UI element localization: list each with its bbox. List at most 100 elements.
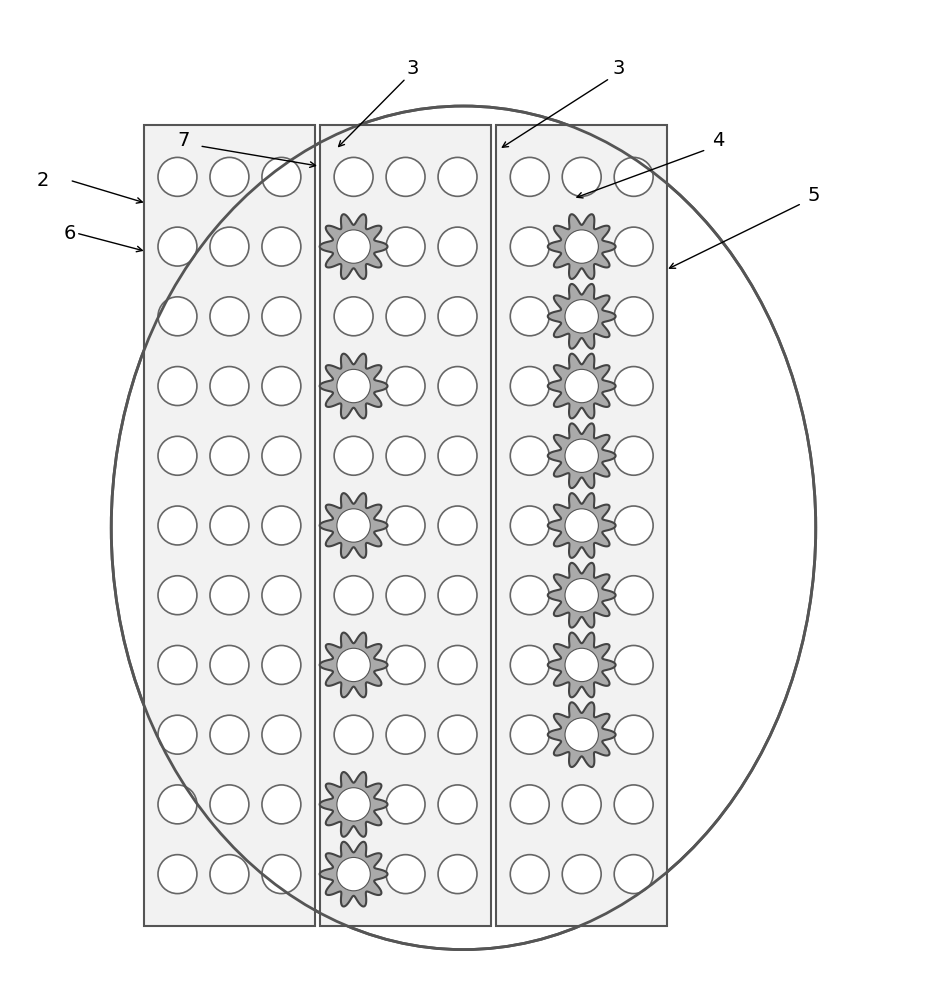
Polygon shape — [548, 702, 616, 767]
Circle shape — [615, 436, 654, 475]
Circle shape — [565, 579, 599, 612]
Circle shape — [210, 855, 248, 894]
Circle shape — [386, 785, 425, 824]
Circle shape — [615, 645, 654, 684]
Circle shape — [158, 157, 197, 196]
Circle shape — [262, 157, 301, 196]
Circle shape — [438, 297, 477, 336]
Circle shape — [510, 297, 549, 336]
Circle shape — [262, 715, 301, 754]
Circle shape — [262, 645, 301, 684]
Circle shape — [210, 157, 248, 196]
Circle shape — [158, 227, 197, 266]
Circle shape — [615, 367, 654, 406]
Circle shape — [158, 367, 197, 406]
Circle shape — [438, 715, 477, 754]
Circle shape — [210, 715, 248, 754]
Polygon shape — [548, 493, 616, 558]
Circle shape — [510, 506, 549, 545]
Bar — [320, 125, 491, 926]
Circle shape — [510, 715, 549, 754]
Circle shape — [438, 855, 477, 894]
Circle shape — [158, 645, 197, 684]
Circle shape — [510, 227, 549, 266]
Circle shape — [210, 227, 248, 266]
Circle shape — [158, 506, 197, 545]
Circle shape — [334, 715, 373, 754]
Circle shape — [337, 509, 370, 542]
Circle shape — [510, 785, 549, 824]
Circle shape — [615, 227, 654, 266]
Circle shape — [262, 297, 301, 336]
Circle shape — [438, 785, 477, 824]
Circle shape — [262, 227, 301, 266]
Circle shape — [565, 369, 599, 403]
Text: 3: 3 — [406, 59, 419, 78]
Circle shape — [158, 436, 197, 475]
Circle shape — [562, 785, 602, 824]
Polygon shape — [548, 423, 616, 488]
Circle shape — [210, 506, 248, 545]
Polygon shape — [548, 633, 616, 697]
Text: 3: 3 — [612, 59, 625, 78]
Circle shape — [334, 436, 373, 475]
Circle shape — [386, 576, 425, 615]
Circle shape — [210, 785, 248, 824]
Circle shape — [510, 645, 549, 684]
Circle shape — [262, 576, 301, 615]
Circle shape — [334, 297, 373, 336]
Circle shape — [158, 297, 197, 336]
Circle shape — [386, 855, 425, 894]
Circle shape — [158, 785, 197, 824]
Circle shape — [615, 855, 654, 894]
Circle shape — [510, 436, 549, 475]
Circle shape — [210, 576, 248, 615]
Circle shape — [334, 576, 373, 615]
Polygon shape — [320, 493, 387, 558]
Circle shape — [562, 855, 602, 894]
Circle shape — [615, 157, 654, 196]
Circle shape — [565, 648, 599, 682]
Circle shape — [615, 785, 654, 824]
Polygon shape — [548, 563, 616, 628]
Circle shape — [262, 785, 301, 824]
Circle shape — [337, 648, 370, 682]
Circle shape — [386, 645, 425, 684]
Circle shape — [615, 715, 654, 754]
Circle shape — [562, 157, 602, 196]
Circle shape — [615, 297, 654, 336]
Circle shape — [510, 157, 549, 196]
Circle shape — [565, 718, 599, 751]
Polygon shape — [548, 214, 616, 279]
Circle shape — [386, 297, 425, 336]
Circle shape — [438, 645, 477, 684]
Circle shape — [262, 855, 301, 894]
Circle shape — [158, 576, 197, 615]
Circle shape — [510, 855, 549, 894]
Text: 7: 7 — [177, 131, 190, 150]
Circle shape — [210, 297, 248, 336]
Circle shape — [565, 300, 599, 333]
Polygon shape — [320, 214, 387, 279]
Polygon shape — [320, 633, 387, 697]
Ellipse shape — [111, 106, 816, 950]
Polygon shape — [548, 354, 616, 418]
Circle shape — [438, 367, 477, 406]
Circle shape — [438, 227, 477, 266]
Polygon shape — [320, 772, 387, 837]
Circle shape — [438, 157, 477, 196]
Polygon shape — [320, 354, 387, 418]
Circle shape — [210, 436, 248, 475]
Text: 2: 2 — [36, 171, 49, 190]
Circle shape — [262, 436, 301, 475]
Bar — [144, 125, 315, 926]
Circle shape — [438, 436, 477, 475]
Text: 4: 4 — [712, 131, 725, 150]
Circle shape — [337, 857, 370, 891]
Circle shape — [210, 645, 248, 684]
Text: 5: 5 — [807, 186, 820, 205]
Circle shape — [386, 157, 425, 196]
Text: 6: 6 — [63, 224, 76, 243]
Circle shape — [337, 788, 370, 821]
Circle shape — [337, 230, 370, 263]
